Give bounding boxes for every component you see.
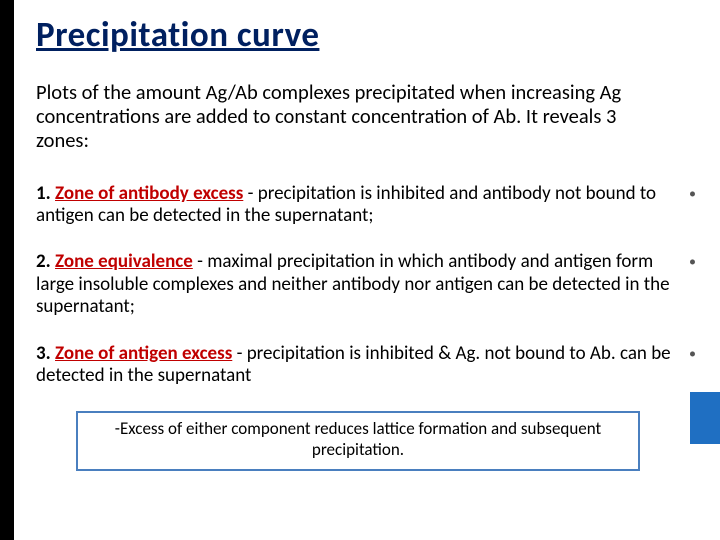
zone-item-1: • 1. Zone of antibody excess - precipita… [36,183,696,228]
zone-number: 1. [36,182,51,205]
zone-name: Zone equivalence [55,250,193,273]
zone-sep: - [193,250,207,273]
zone-number: 3. [36,342,51,365]
zone-sep: - [243,182,257,205]
zone-name: Zone of antigen excess [55,342,232,365]
zone-sep: - [232,342,246,365]
page-title: Precipitation curve [36,14,696,56]
zone-item-2: • 2. Zone equivalence - maximal precipit… [36,251,696,318]
zone-item-3: • 3. Zone of antigen excess - precipitat… [36,343,696,388]
intro-text: Plots of the amount Ag/Ab complexes prec… [36,80,696,153]
note-box: -Excess of either component reduces latt… [76,411,640,470]
slide-content: Precipitation curve Plots of the amount … [36,14,696,471]
note-text: -Excess of either component reduces latt… [115,418,601,460]
left-sidebar-bar [0,0,14,540]
bullet-icon: • [689,254,696,271]
zone-number: 2. [36,250,51,273]
bullet-icon: • [689,346,696,363]
bullet-icon: • [689,186,696,203]
zone-name: Zone of antibody excess [55,182,243,205]
